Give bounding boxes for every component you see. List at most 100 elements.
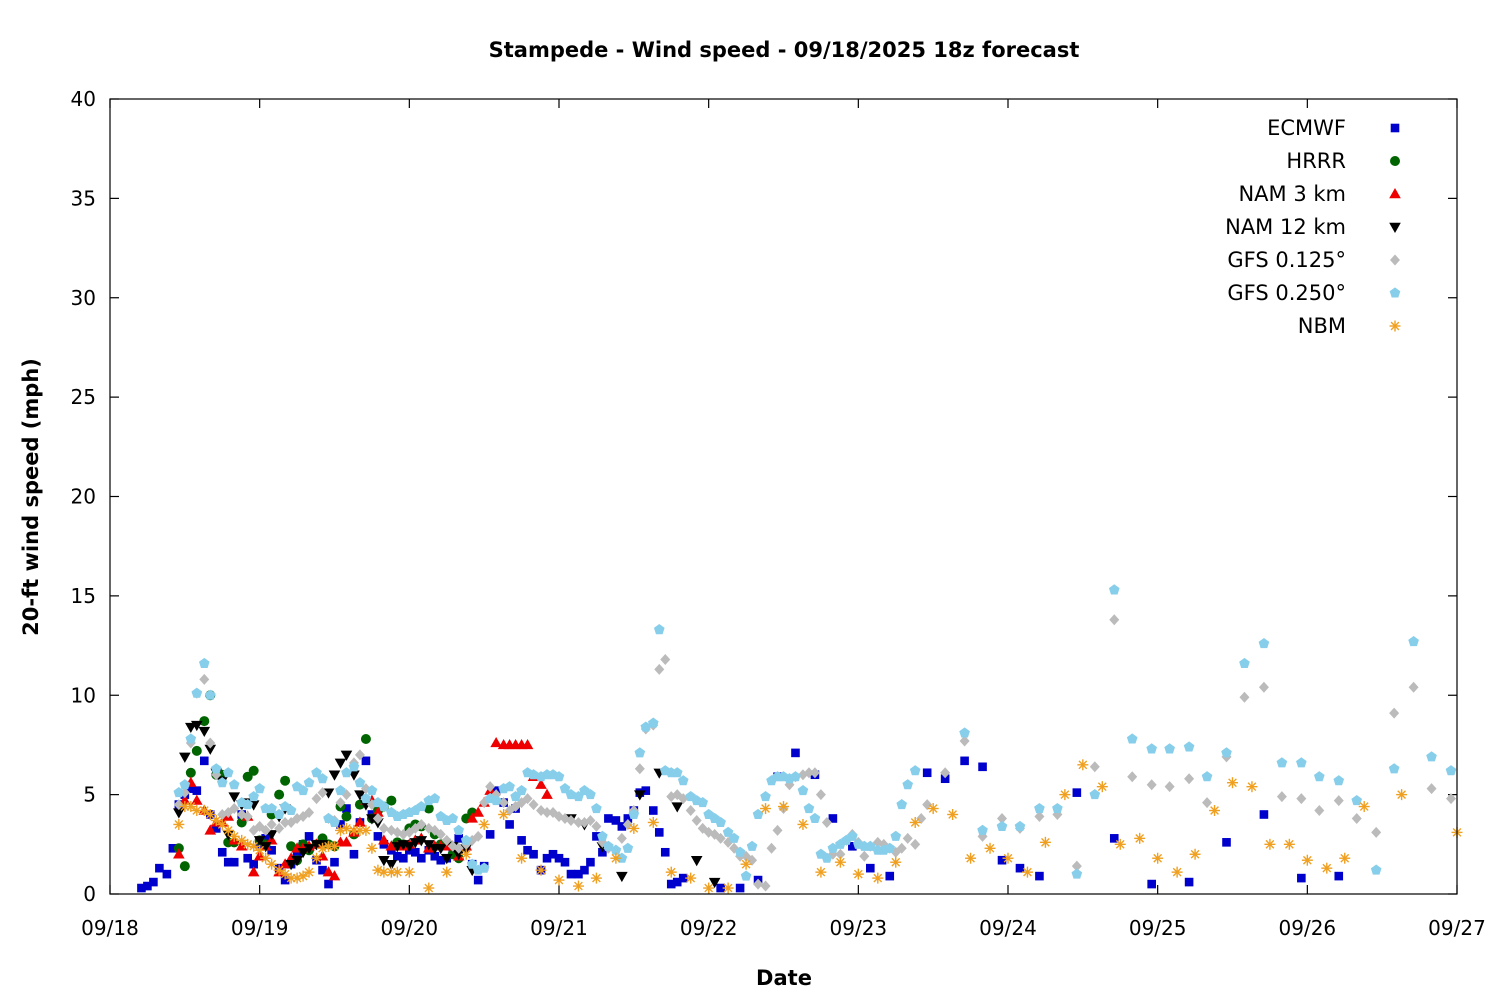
data-point (604, 814, 613, 823)
data-point (311, 793, 322, 805)
data-point (566, 869, 576, 879)
data-point (329, 840, 340, 852)
data-point (454, 834, 464, 843)
x-tick-label: 09/18 (81, 916, 139, 940)
data-point (191, 794, 203, 805)
data-point (274, 789, 285, 800)
data-point (809, 812, 821, 824)
data-point (590, 872, 602, 884)
data-point (1059, 789, 1071, 801)
data-point (610, 852, 622, 864)
data-point (1109, 834, 1119, 843)
data-point (403, 842, 416, 853)
data-point (572, 880, 584, 892)
data-point (1183, 741, 1195, 752)
data-point (1071, 860, 1082, 872)
data-point (616, 832, 627, 844)
data-point (191, 805, 203, 817)
data-point (585, 789, 596, 800)
data-point (548, 849, 558, 859)
data-point (478, 862, 490, 873)
data-point (671, 802, 684, 813)
data-point (228, 830, 240, 842)
data-point (573, 816, 584, 828)
data-point (1221, 747, 1232, 758)
data-point (265, 830, 278, 841)
data-point (586, 857, 595, 867)
series-ecmwf (137, 748, 1344, 893)
data-point (198, 657, 210, 668)
data-point (772, 824, 783, 836)
data-point (372, 806, 384, 817)
data-point (815, 866, 827, 878)
data-point (1445, 765, 1457, 776)
data-point (1184, 877, 1194, 887)
data-point (259, 842, 272, 853)
data-point (149, 877, 158, 887)
data-point (342, 804, 351, 813)
data-point (329, 816, 340, 827)
data-point (1246, 781, 1258, 793)
data-point (417, 853, 426, 863)
data-point (1351, 794, 1363, 806)
data-point (610, 844, 622, 855)
data-point (997, 855, 1007, 865)
data-point (671, 767, 683, 778)
data-point (752, 808, 764, 820)
data-point (242, 810, 253, 822)
data-point (697, 796, 709, 808)
data-point (1071, 868, 1083, 879)
data-point (1321, 862, 1333, 874)
data-point (1034, 802, 1045, 814)
data-point (1114, 838, 1126, 850)
data-point (716, 883, 725, 893)
data-point (210, 763, 222, 774)
series-nbm (173, 759, 1463, 894)
data-point (1202, 797, 1213, 809)
data-point (436, 855, 446, 865)
data-point (248, 791, 260, 802)
data-point (173, 799, 184, 811)
data-point (984, 842, 996, 854)
data-point (304, 832, 314, 841)
data-point (591, 820, 602, 832)
data-point (179, 794, 191, 805)
data-point (267, 845, 276, 855)
data-point (1126, 733, 1138, 744)
data-point (821, 816, 832, 828)
data-point (173, 808, 185, 819)
data-point (648, 806, 658, 815)
data-point (560, 857, 570, 867)
data-point (155, 863, 164, 873)
data-point (318, 865, 327, 875)
data-point (1371, 826, 1382, 838)
data-point (1296, 757, 1307, 768)
x-tick-label: 09/24 (979, 916, 1037, 940)
data-point (453, 842, 464, 854)
data-point (516, 785, 527, 796)
data-point (1258, 681, 1269, 693)
data-point (797, 818, 809, 830)
data-point (872, 872, 884, 884)
data-point (460, 848, 472, 860)
data-point (634, 763, 645, 775)
data-point (517, 836, 526, 845)
data-point (1127, 771, 1138, 783)
data-point (1002, 852, 1014, 864)
data-point (173, 818, 185, 830)
data-point (677, 775, 689, 786)
legend-label: NAM 12 km (1225, 215, 1346, 239)
data-point (280, 816, 291, 828)
data-point (1164, 781, 1175, 793)
data-point (809, 767, 820, 779)
data-point (434, 844, 447, 855)
data-point (916, 812, 927, 824)
data-point (827, 842, 839, 853)
data-point (1034, 810, 1045, 822)
data-point (553, 771, 565, 782)
y-tick-label: 15 (71, 584, 96, 608)
data-point (654, 828, 664, 837)
data-point (411, 847, 420, 857)
data-point (361, 756, 371, 766)
